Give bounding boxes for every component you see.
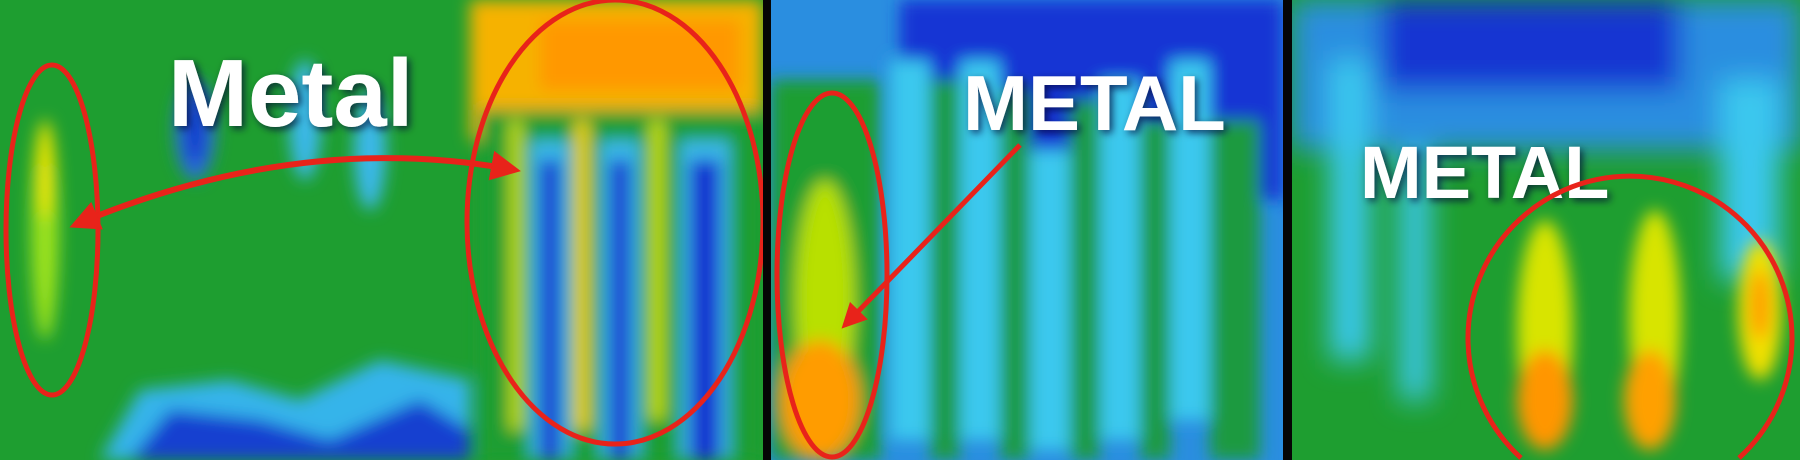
annotation-ellipse-left <box>3 62 101 398</box>
panel-divider <box>1283 0 1292 460</box>
scan-panel-3: METAL <box>1292 0 1800 460</box>
scan-panel-2: METAL <box>771 0 1283 460</box>
panel-3-heat-pattern <box>1292 0 1800 400</box>
double-arrow <box>69 150 521 230</box>
metal-label-2: METAL <box>963 59 1226 147</box>
annotation-ellipse <box>774 90 890 460</box>
panel-divider <box>763 0 771 460</box>
metal-label-1: Metal <box>168 40 413 147</box>
scan-panel-1: Metal <box>0 0 763 460</box>
annotation-circle <box>1465 173 1795 460</box>
panel-2-heat-pattern <box>771 0 1283 460</box>
metal-label-3: METAL <box>1360 131 1609 214</box>
pointer-arrow <box>841 143 1022 329</box>
panel-3-hotspots <box>1517 210 1782 450</box>
